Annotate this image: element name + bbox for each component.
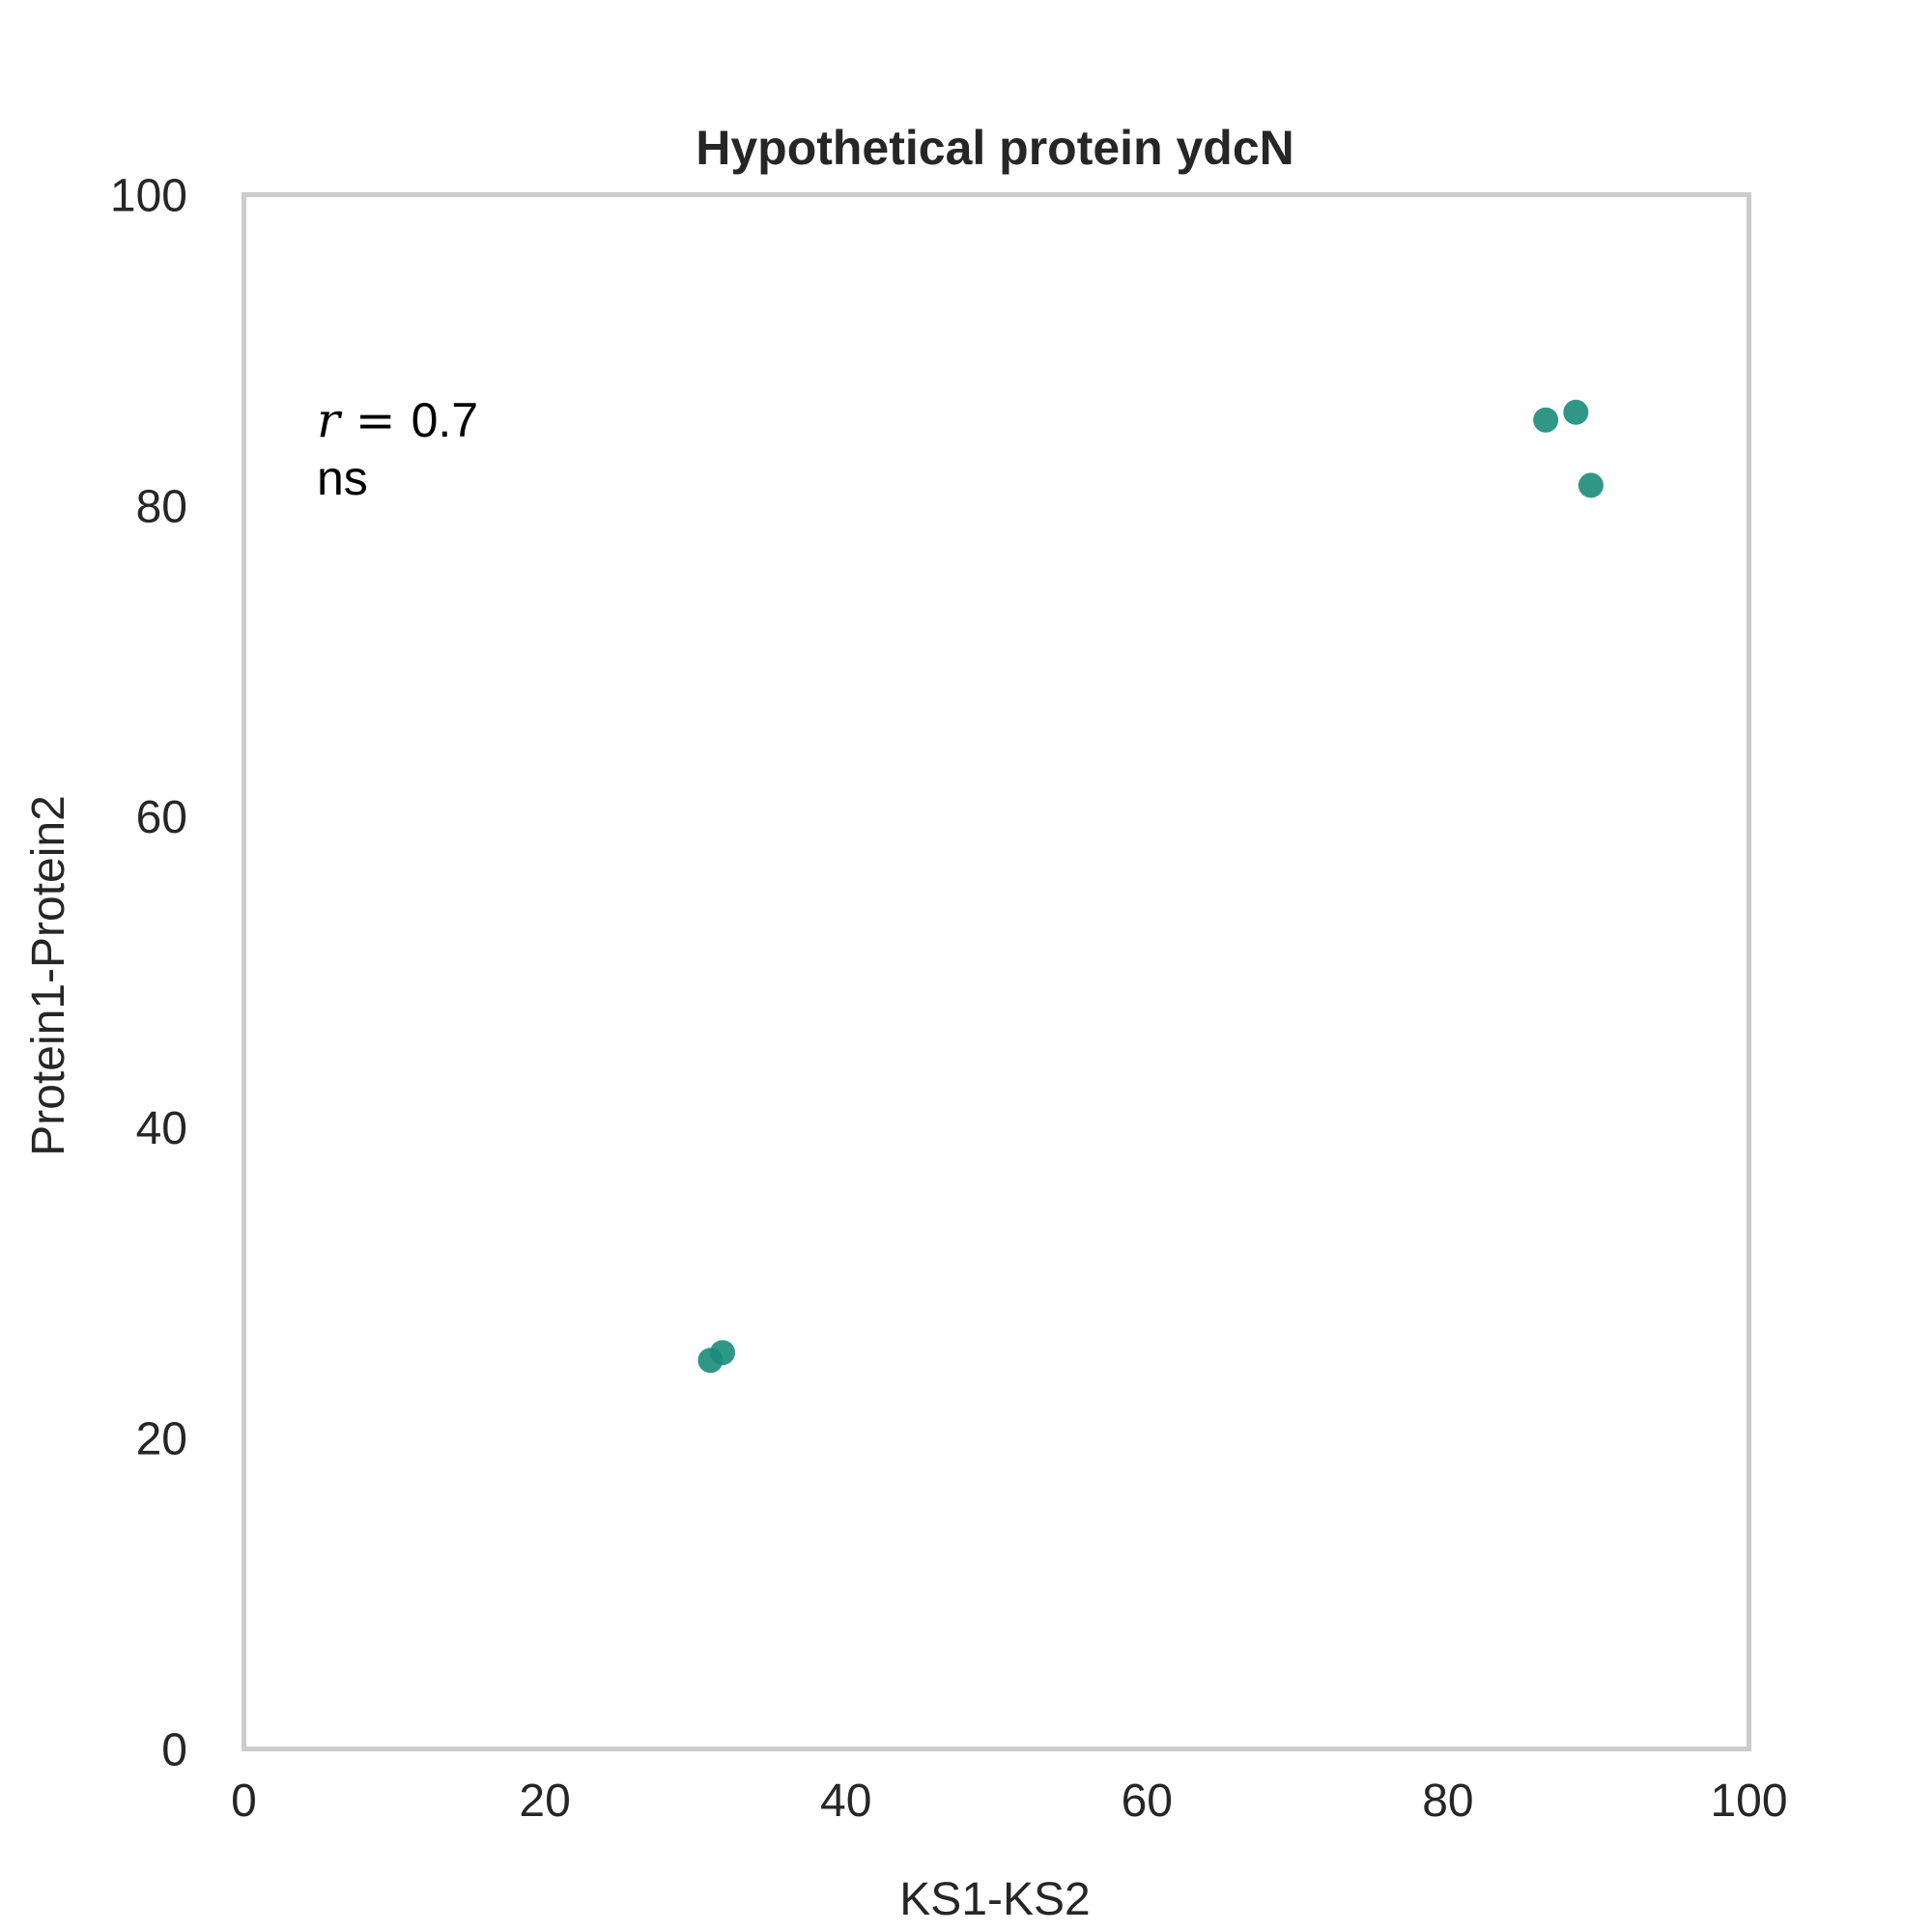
y-tick-label: 100 [110,171,187,222]
chart-title: Hypothetical protein ydcN [696,121,1294,175]
data-point [1533,407,1559,433]
x-tick-label: 20 [519,1776,570,1827]
y-tick-label: 60 [136,792,187,843]
data-point [709,1340,735,1366]
x-tick-label: 100 [1710,1776,1787,1827]
plot-frame [242,192,1751,1751]
data-points [697,399,1604,1374]
x-axis-label: KS1-KS2 [899,1874,1090,1925]
x-axis-ticks: 0 20 40 60 80 100 [231,1776,1787,1827]
x-tick-label: 60 [1122,1776,1173,1827]
y-tick-label: 40 [136,1103,187,1154]
significance-annotation: ns [317,451,368,505]
r-symbol: r [317,392,343,448]
r-equals: = [340,392,412,448]
y-axis-ticks: 0 20 40 60 80 100 [110,171,187,1776]
x-tick-label: 0 [231,1776,257,1827]
y-tick-label: 20 [136,1414,187,1465]
y-tick-label: 0 [161,1725,187,1776]
x-tick-label: 80 [1422,1776,1473,1827]
y-tick-label: 80 [136,481,187,532]
data-point [1563,399,1589,425]
r-value: 0.7 [412,393,479,447]
y-axis-label: Protein1-Protein2 [23,795,74,1156]
correlation-annotation: r = 0.7 [317,392,478,448]
x-tick-label: 40 [820,1776,871,1827]
data-point [1577,472,1604,498]
